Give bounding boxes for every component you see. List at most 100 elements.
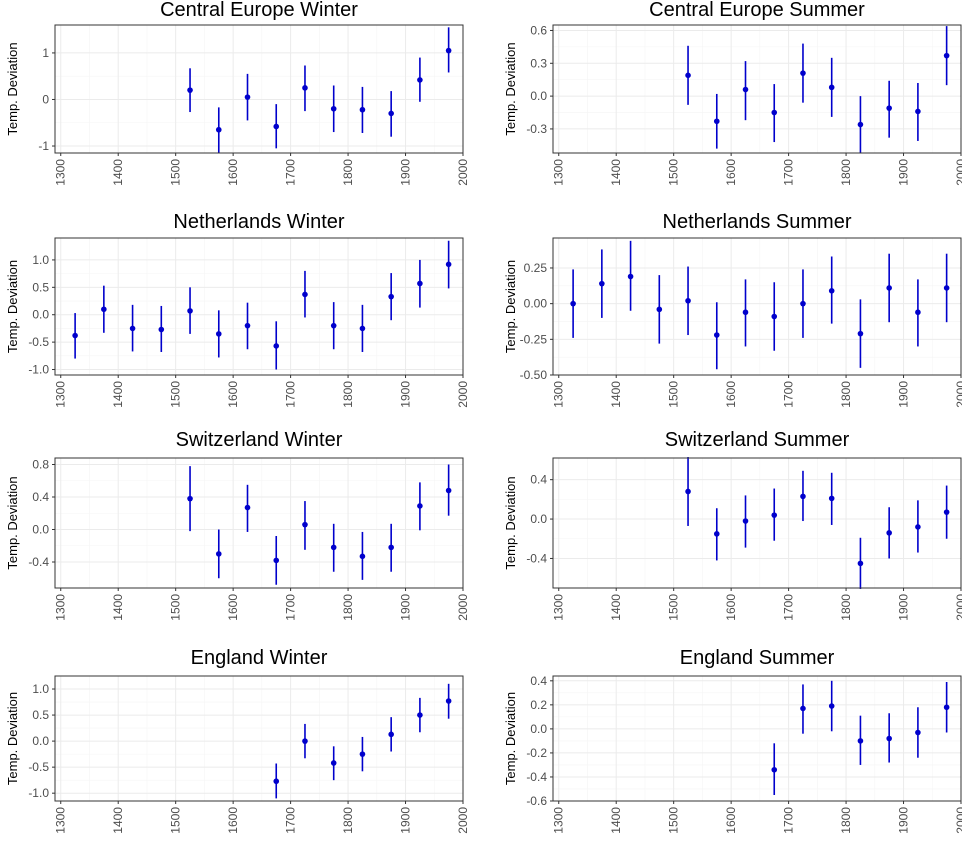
y-tick-label: 1 [42,46,49,60]
panel-title: Switzerland Summer [665,429,850,451]
data-point [445,47,452,54]
data-point [72,332,78,339]
data-point [685,297,691,304]
y-axis-label: Temp. Deviation [5,692,20,785]
x-tick-label: 2000 [456,381,470,408]
data-point [886,105,892,111]
y-tick-label: 0.0 [32,308,49,322]
chart-panel: -1.0 -0.5 0.0 0.5 1.0 1300 1400 1500 1600 1700 180… [5,211,470,408]
data-point [800,300,806,307]
data-point [388,293,394,300]
x-tick-label: 1500 [169,159,183,186]
y-axis-label: Temp. Deviation [503,42,518,135]
y-tick-label: 0.5 [32,708,49,722]
panel-border [54,675,464,802]
x-tick-label: 1300 [54,159,68,186]
data-point [417,280,423,287]
data-point [886,285,892,291]
x-tick-label: 1600 [724,159,738,186]
data-point [388,731,394,738]
x-tick-label: 1700 [284,807,298,834]
data-point [627,273,634,280]
data-point [915,309,921,316]
x-tick-label: 1600 [226,381,240,408]
x-tick-label: 2000 [954,381,962,408]
x-tick-label: 1500 [667,807,681,834]
x-tick-label: 1900 [897,807,911,834]
x-tick-label: 1300 [552,159,566,186]
data-point [828,84,835,91]
y-tick-label: -0.4 [526,551,547,565]
data-point [187,87,193,93]
y-tick-label: -0.4 [28,555,49,569]
panel-background [55,25,463,153]
y-axis-label: Temp. Deviation [5,476,20,569]
x-tick-label: 1600 [226,807,240,834]
data-point [273,343,280,349]
data-point [857,121,864,128]
y-tick-label: 1.0 [32,682,49,696]
data-point [771,512,778,518]
x-tick-label: 1700 [782,594,796,621]
data-point [800,70,806,76]
panel-title: England Winter [191,647,328,669]
y-tick-label: 0.6 [530,23,547,37]
data-point [886,735,892,742]
panel-title: Central Europe Summer [649,0,865,21]
y-tick-label: 0.4 [530,674,547,688]
data-point [943,704,950,711]
x-tick-label: 1500 [169,807,183,834]
y-axis-label: Temp. Deviation [503,260,518,353]
data-point [445,261,452,268]
data-point [273,778,280,785]
x-tick-label: 1700 [284,594,298,621]
data-point [388,544,394,551]
data-point [915,108,921,115]
y-tick-label: -0.25 [520,332,548,346]
data-point [828,703,835,709]
data-point [417,712,423,718]
y-tick-label: 0 [42,92,49,106]
data-point [742,309,749,316]
x-tick-label: 1400 [111,807,125,834]
data-point [359,553,366,560]
data-point [943,509,950,515]
panel-background [553,25,961,153]
x-tick-label: 2000 [954,159,962,186]
panel-border [54,457,464,589]
y-axis-label: Temp. Deviation [5,260,20,353]
data-point [273,123,280,130]
panel-background [553,458,961,588]
data-point [359,325,366,332]
data-point [445,487,452,494]
data-point [330,544,337,551]
data-point [713,332,720,338]
data-point [771,766,778,773]
y-tick-label: 0.4 [530,473,547,487]
x-tick-label: 1700 [782,381,796,408]
x-tick-label: 1400 [111,159,125,186]
x-tick-label: 1400 [609,594,623,621]
data-point [656,306,663,313]
panel-border [54,237,464,376]
data-point [273,557,280,564]
x-tick-label: 1900 [399,807,413,834]
x-tick-label: 2000 [954,807,962,834]
x-tick-label: 1900 [897,594,911,621]
x-tick-label: 2000 [954,594,962,621]
x-tick-label: 1700 [782,807,796,834]
y-tick-label: 0.4 [32,490,49,504]
data-point [599,280,605,287]
y-tick-label: 0.0 [530,722,547,736]
x-tick-label: 1600 [226,159,240,186]
chart-panel: -1.0 -0.5 0.0 0.5 1.0 1300 1400 1500 1600 1700 180… [5,647,470,834]
data-point [685,488,691,495]
data-point [445,698,452,704]
data-point [359,106,366,113]
panel-background [55,676,463,801]
panel-border [54,24,464,154]
data-point [915,729,921,736]
chart-panel: -0.4 0.0 0.4 1300 1400 1500 1600 1700 1800 1900 20… [503,429,962,621]
